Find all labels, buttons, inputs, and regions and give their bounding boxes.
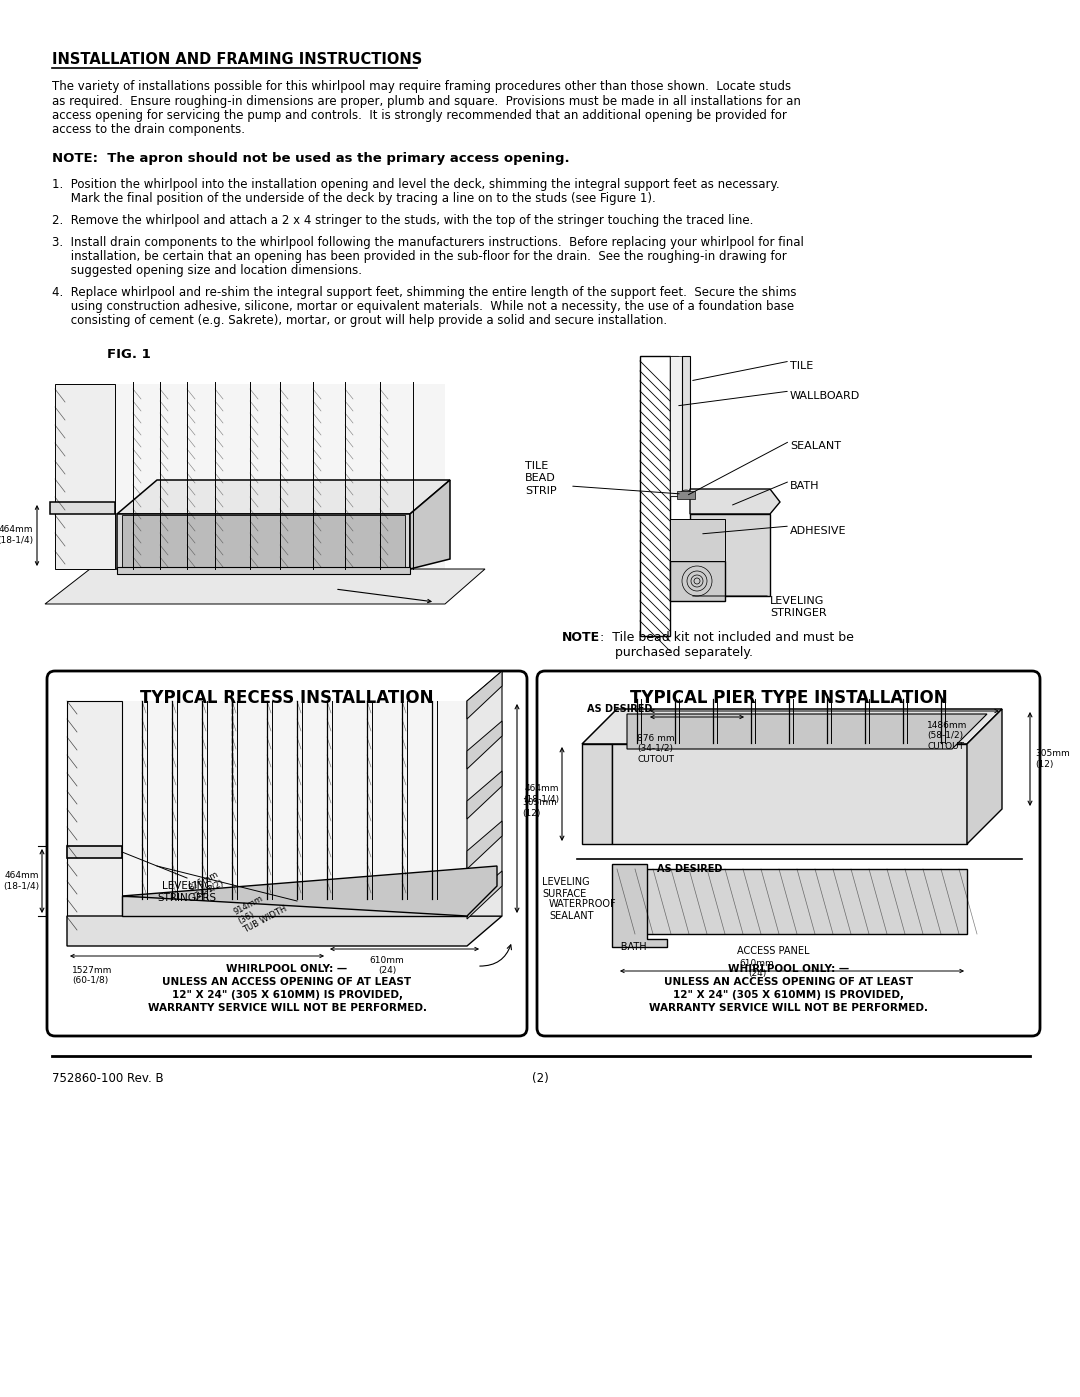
Text: :  Tile bead kit not included and must be: : Tile bead kit not included and must be bbox=[600, 631, 854, 644]
Polygon shape bbox=[690, 514, 770, 597]
Polygon shape bbox=[117, 481, 450, 514]
Text: —BATH: —BATH bbox=[612, 942, 648, 951]
Text: 3.  Install drain components to the whirlpool following the manufacturers instru: 3. Install drain components to the whirl… bbox=[52, 236, 804, 249]
Text: NOTE: NOTE bbox=[562, 631, 600, 644]
Text: 610mm
(24): 610mm (24) bbox=[740, 958, 774, 978]
Text: 4.  Replace whirlpool and re-shim the integral support feet, shimming the entire: 4. Replace whirlpool and re-shim the int… bbox=[52, 286, 797, 299]
Text: Mark the final position of the underside of the deck by tracing a line on to the: Mark the final position of the underside… bbox=[52, 191, 656, 205]
Polygon shape bbox=[967, 710, 1002, 844]
Text: WHIRLPOOL ONLY: —: WHIRLPOOL ONLY: — bbox=[227, 964, 348, 974]
Text: TYPICAL RECESS INSTALLATION: TYPICAL RECESS INSTALLATION bbox=[140, 689, 434, 707]
Polygon shape bbox=[627, 714, 987, 749]
Text: (2): (2) bbox=[531, 1071, 549, 1085]
Text: installation, be certain that an opening has been provided in the sub-floor for : installation, be certain that an opening… bbox=[52, 250, 786, 263]
Text: WATERPROOF
SEALANT: WATERPROOF SEALANT bbox=[549, 900, 617, 921]
FancyArrowPatch shape bbox=[480, 944, 512, 967]
Polygon shape bbox=[467, 671, 502, 719]
Text: TYPICAL PIER TYPE INSTALLATION: TYPICAL PIER TYPE INSTALLATION bbox=[630, 689, 947, 707]
Polygon shape bbox=[467, 721, 502, 768]
Text: The variety of installations possible for this whirlpool may require framing pro: The variety of installations possible fo… bbox=[52, 80, 792, 94]
Polygon shape bbox=[670, 520, 725, 562]
Text: LEVELING
SURFACE: LEVELING SURFACE bbox=[542, 877, 590, 898]
Polygon shape bbox=[55, 384, 114, 569]
Polygon shape bbox=[467, 870, 502, 919]
Text: UNLESS AN ACCESS OPENING OF AT LEAST
12" X 24" (305 X 610MM) IS PROVIDED,
WARRAN: UNLESS AN ACCESS OPENING OF AT LEAST 12"… bbox=[649, 977, 928, 1013]
Polygon shape bbox=[677, 490, 696, 499]
Text: ACCESS PANEL: ACCESS PANEL bbox=[737, 946, 810, 956]
Text: NOTE:  The apron should not be used as the primary access opening.: NOTE: The apron should not be used as th… bbox=[52, 152, 569, 165]
Text: WALLBOARD: WALLBOARD bbox=[789, 391, 861, 401]
Text: 1.  Position the whirlpool into the installation opening and level the deck, shi: 1. Position the whirlpool into the insta… bbox=[52, 177, 780, 191]
Text: 305mm
(12): 305mm (12) bbox=[1035, 749, 1070, 768]
Text: AS DESIRED: AS DESIRED bbox=[657, 863, 723, 875]
Text: LEVELING
STRINGERS: LEVELING STRINGERS bbox=[158, 882, 217, 904]
Text: 876mm
(34-1/2): 876mm (34-1/2) bbox=[187, 869, 226, 902]
Text: consisting of cement (e.g. Sakrete), mortar, or grout will help provide a solid : consisting of cement (e.g. Sakrete), mor… bbox=[52, 314, 667, 327]
Polygon shape bbox=[681, 356, 690, 495]
Text: 610mm
(24): 610mm (24) bbox=[369, 956, 404, 975]
Text: 464mm
(18-1/4): 464mm (18-1/4) bbox=[3, 872, 39, 891]
Polygon shape bbox=[467, 771, 502, 819]
Text: LEVELING
STRINGER: LEVELING STRINGER bbox=[770, 597, 826, 619]
Polygon shape bbox=[467, 671, 502, 916]
Polygon shape bbox=[117, 514, 410, 569]
Text: UNLESS AN ACCESS OPENING OF AT LEAST
12" X 24" (305 X 610MM) IS PROVIDED,
WARRAN: UNLESS AN ACCESS OPENING OF AT LEAST 12"… bbox=[148, 977, 427, 1013]
Text: ADHESIVE: ADHESIVE bbox=[789, 527, 847, 536]
Polygon shape bbox=[612, 745, 967, 844]
Polygon shape bbox=[467, 821, 502, 869]
Text: 876 mm
(34-1/2)
CUTOUT: 876 mm (34-1/2) CUTOUT bbox=[637, 733, 675, 764]
Text: 752860-100 Rev. B: 752860-100 Rev. B bbox=[52, 1071, 164, 1085]
Text: 1486mm
(58-1/2)
CUTOUT: 1486mm (58-1/2) CUTOUT bbox=[927, 721, 968, 750]
Text: suggested opening size and location dimensions.: suggested opening size and location dime… bbox=[52, 264, 362, 277]
Polygon shape bbox=[640, 356, 670, 636]
Text: purchased separately.: purchased separately. bbox=[615, 645, 753, 659]
Polygon shape bbox=[122, 866, 497, 916]
Polygon shape bbox=[617, 869, 967, 935]
Text: 914mm
(36)
TUB WIDTH: 914mm (36) TUB WIDTH bbox=[232, 886, 288, 935]
Text: FIG. 1: FIG. 1 bbox=[107, 348, 151, 360]
Text: INSTALLATION AND FRAMING INSTRUCTIONS: INSTALLATION AND FRAMING INSTRUCTIONS bbox=[52, 52, 422, 67]
Text: access opening for servicing the pump and controls.  It is strongly recommended : access opening for servicing the pump an… bbox=[52, 109, 787, 122]
Polygon shape bbox=[117, 567, 410, 574]
Text: SEALANT: SEALANT bbox=[789, 441, 841, 451]
Polygon shape bbox=[582, 710, 1002, 745]
Polygon shape bbox=[122, 895, 467, 916]
Text: 1527mm
(60-1/8): 1527mm (60-1/8) bbox=[72, 965, 112, 985]
Polygon shape bbox=[582, 745, 612, 844]
Text: 464mm
(18-1/4): 464mm (18-1/4) bbox=[523, 784, 559, 803]
Text: TILE
BEAD
STRIP: TILE BEAD STRIP bbox=[525, 461, 556, 496]
Text: BATH: BATH bbox=[789, 481, 820, 490]
Text: as required.  Ensure roughing-in dimensions are proper, plumb and square.  Provi: as required. Ensure roughing-in dimensio… bbox=[52, 95, 801, 108]
Polygon shape bbox=[670, 356, 681, 496]
Text: 464mm
(18-1/4): 464mm (18-1/4) bbox=[0, 525, 33, 545]
Ellipse shape bbox=[680, 490, 692, 497]
Polygon shape bbox=[45, 569, 485, 604]
Polygon shape bbox=[670, 356, 678, 496]
Polygon shape bbox=[50, 502, 114, 514]
Polygon shape bbox=[122, 515, 405, 569]
Polygon shape bbox=[67, 701, 122, 930]
Polygon shape bbox=[612, 863, 667, 947]
Text: AS DESIRED: AS DESIRED bbox=[588, 704, 652, 714]
Polygon shape bbox=[67, 916, 502, 946]
Text: 305mm
(12): 305mm (12) bbox=[522, 798, 557, 817]
Polygon shape bbox=[122, 701, 467, 895]
Text: using construction adhesive, silicone, mortar or equivalent materials.  While no: using construction adhesive, silicone, m… bbox=[52, 300, 794, 313]
Polygon shape bbox=[114, 384, 445, 569]
Text: WHIRLPOOL ONLY: —: WHIRLPOOL ONLY: — bbox=[728, 964, 849, 974]
Polygon shape bbox=[670, 562, 725, 601]
Polygon shape bbox=[410, 481, 450, 569]
Polygon shape bbox=[690, 489, 780, 514]
Text: TILE: TILE bbox=[789, 360, 813, 372]
Text: access to the drain components.: access to the drain components. bbox=[52, 123, 245, 137]
Polygon shape bbox=[67, 847, 122, 858]
Text: 2.  Remove the whirlpool and attach a 2 x 4 stringer to the studs, with the top : 2. Remove the whirlpool and attach a 2 x… bbox=[52, 214, 754, 226]
